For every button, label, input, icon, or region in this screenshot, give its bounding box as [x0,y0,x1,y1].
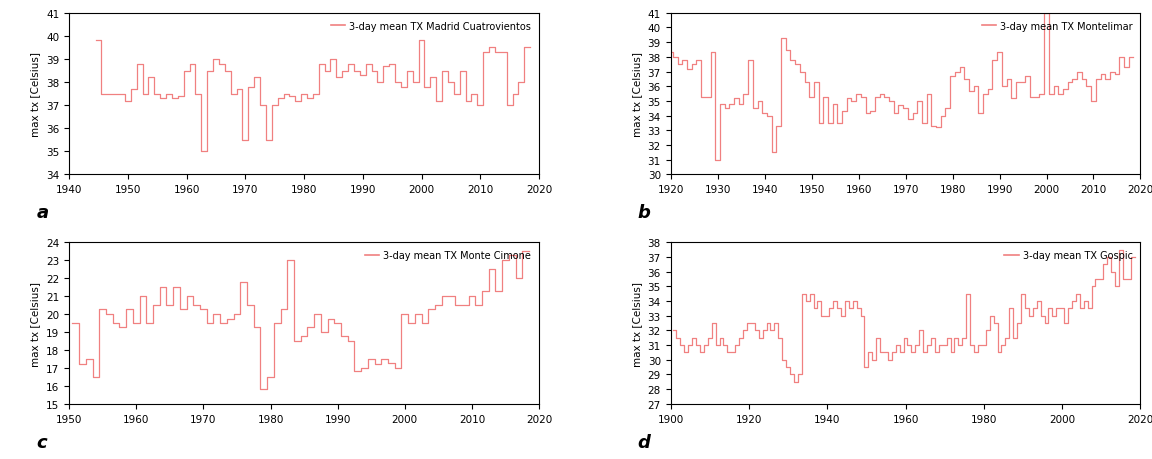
Text: a: a [36,204,48,222]
Y-axis label: max tx [Celsius]: max tx [Celsius] [31,52,40,137]
Text: d: d [638,433,651,451]
Y-axis label: max tx [Celsius]: max tx [Celsius] [31,281,40,366]
Legend: 3-day mean TX Monte Cimone: 3-day mean TX Monte Cimone [362,247,535,263]
Y-axis label: max tx [Celsius]: max tx [Celsius] [632,281,642,366]
Text: b: b [638,204,651,222]
Text: c: c [36,433,47,451]
Y-axis label: max tx [Celsius]: max tx [Celsius] [632,52,642,137]
Legend: 3-day mean TX Madrid Cuatrovientos: 3-day mean TX Madrid Cuatrovientos [328,19,535,34]
Legend: 3-day mean TX Gospic: 3-day mean TX Gospic [1001,247,1136,263]
Legend: 3-day mean TX Montelimar: 3-day mean TX Montelimar [979,19,1136,34]
